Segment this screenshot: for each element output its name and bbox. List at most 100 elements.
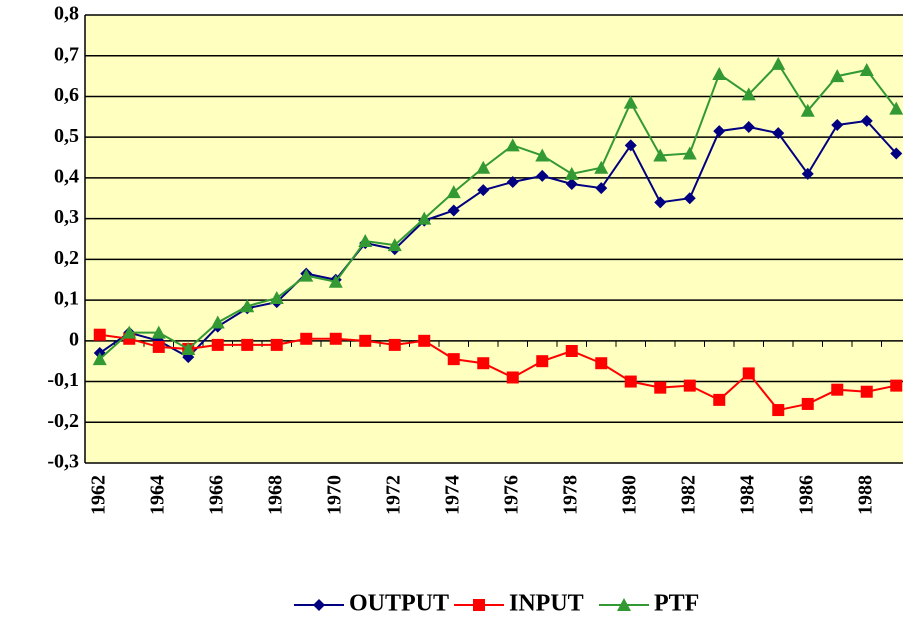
marker — [831, 383, 844, 396]
marker — [800, 103, 815, 117]
legend-label: OUTPUT — [349, 591, 449, 617]
plot-area — [85, 15, 903, 463]
y-tick-label: 0,7 — [54, 43, 79, 65]
marker — [358, 234, 373, 248]
marker — [653, 148, 668, 162]
marker — [859, 62, 874, 76]
y-tick-label: 0,8 — [54, 3, 79, 25]
marker — [505, 138, 520, 152]
marker — [269, 291, 284, 305]
marker — [151, 325, 166, 339]
legend-marker — [473, 599, 485, 611]
marker — [417, 211, 432, 225]
marker — [741, 87, 756, 101]
marker — [328, 274, 343, 288]
marker — [359, 334, 372, 347]
series-line — [99, 333, 897, 412]
x-tick-label: 1984 — [736, 475, 758, 515]
y-tick-label: -0,1 — [47, 369, 79, 391]
marker — [210, 315, 225, 329]
marker — [594, 160, 609, 174]
marker — [831, 118, 844, 131]
y-tick-label: 0 — [69, 328, 79, 350]
marker — [477, 184, 490, 197]
marker — [682, 146, 697, 160]
marker — [772, 404, 785, 417]
marker — [299, 268, 314, 282]
y-tick-label: 0,2 — [54, 247, 79, 269]
marker — [241, 338, 254, 351]
legend-marker — [617, 598, 631, 611]
marker — [152, 340, 165, 353]
x-tick-label: 1972 — [382, 475, 404, 515]
marker — [536, 355, 549, 368]
y-tick-label: -0,2 — [47, 410, 79, 432]
x-tick-label: 1976 — [500, 475, 522, 515]
y-tick-label: 0,3 — [54, 206, 79, 228]
marker — [623, 95, 638, 109]
marker — [240, 299, 255, 313]
legend-label: PTF — [654, 591, 699, 617]
marker — [742, 367, 755, 380]
x-tick-label: 1978 — [559, 475, 581, 515]
x-tick-label: 1988 — [854, 475, 876, 515]
legend-item: PTF — [599, 591, 699, 617]
series-line — [99, 119, 897, 359]
marker — [565, 178, 578, 191]
marker — [387, 238, 402, 252]
marker — [536, 169, 549, 182]
y-tick-label: 0,6 — [54, 84, 79, 106]
x-tick-label: 1970 — [323, 475, 345, 515]
x-tick-label: 1968 — [264, 475, 286, 515]
marker — [122, 325, 137, 339]
marker — [890, 379, 903, 392]
marker — [772, 127, 785, 140]
marker — [270, 338, 283, 351]
marker — [595, 357, 608, 370]
x-tick-label: 1962 — [87, 475, 109, 515]
marker — [476, 160, 491, 174]
marker — [683, 379, 696, 392]
marker — [801, 167, 814, 180]
series-line — [99, 62, 898, 360]
y-tick-label: 0,4 — [54, 166, 79, 188]
marker — [830, 69, 845, 83]
marker — [93, 328, 106, 341]
marker — [447, 353, 460, 366]
x-tick-label: 1986 — [795, 475, 817, 515]
marker — [300, 332, 313, 345]
marker — [211, 338, 224, 351]
marker — [329, 332, 342, 345]
marker — [447, 204, 460, 217]
marker — [771, 56, 786, 70]
marker — [506, 371, 519, 384]
marker — [624, 375, 637, 388]
marker — [506, 175, 519, 188]
marker — [565, 345, 578, 357]
marker — [92, 352, 107, 366]
marker — [713, 393, 726, 406]
marker — [388, 338, 401, 351]
marker — [564, 166, 579, 180]
marker — [477, 357, 490, 370]
marker — [654, 381, 667, 394]
marker — [890, 147, 903, 160]
marker — [683, 192, 696, 205]
marker — [446, 185, 461, 199]
x-tick-label: 1966 — [205, 475, 227, 515]
marker — [742, 121, 755, 133]
marker — [860, 385, 873, 398]
marker — [713, 125, 726, 138]
marker — [624, 139, 637, 152]
y-tick-label: 0,1 — [54, 288, 79, 310]
marker — [889, 101, 903, 115]
legend-label: INPUT — [509, 591, 584, 617]
marker — [801, 397, 814, 410]
marker — [860, 114, 873, 127]
x-tick-label: 1974 — [441, 475, 463, 515]
marker — [418, 334, 431, 347]
marker — [654, 196, 667, 209]
marker — [595, 182, 608, 195]
legend-marker — [313, 599, 325, 611]
